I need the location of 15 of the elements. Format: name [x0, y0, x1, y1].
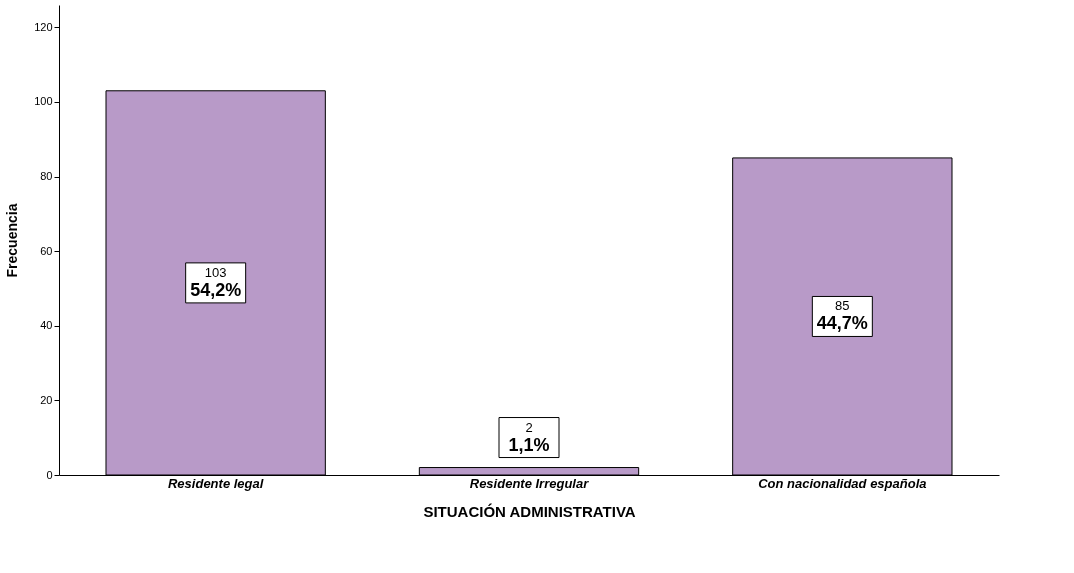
y-tick-label: 80 [40, 170, 53, 183]
y-tick-label: 20 [40, 393, 53, 406]
y-tick-label: 0 [46, 468, 53, 481]
text: 103 54,2% [190, 264, 242, 300]
x-tick-label: Residente legal [167, 475, 264, 491]
y-axis-title: Frecuencia [4, 203, 21, 278]
y-tick-label: 60 [40, 244, 53, 257]
x-tick-label: Con nacionalidad española [758, 475, 927, 491]
text: 85 44,7% [816, 298, 868, 334]
y-tick-label: 40 [40, 319, 53, 332]
x-axis-title: SITUACIÓN ADMINISTRATIVA [423, 502, 636, 520]
x-tick-label: Residente Irregular [469, 475, 590, 491]
y-tick-label: 100 [34, 95, 53, 108]
data-label: 2 1,1% [508, 419, 550, 455]
y-tick-label: 120 [34, 20, 53, 33]
